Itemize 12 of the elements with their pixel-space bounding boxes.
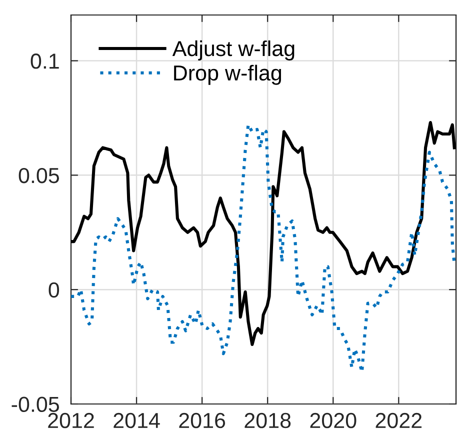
x-tick-label: 2022 [376,412,422,428]
legend-label: Drop w-flag [174,64,282,85]
x-tick-label: 2018 [244,412,291,428]
x-tick-label: 2016 [179,412,226,428]
x-tick-label: 2020 [310,412,356,428]
y-tick-label: -0.05 [12,396,59,412]
y-tick-label: 0.05 [18,168,59,184]
x-tick-label: 2014 [114,412,160,428]
y-tick-label: 0.1 [30,54,59,69]
x-tick-label: 2012 [48,412,94,428]
y-tick-label: 0 [48,282,60,298]
legend-label: Adjust w-flag [172,40,294,60]
